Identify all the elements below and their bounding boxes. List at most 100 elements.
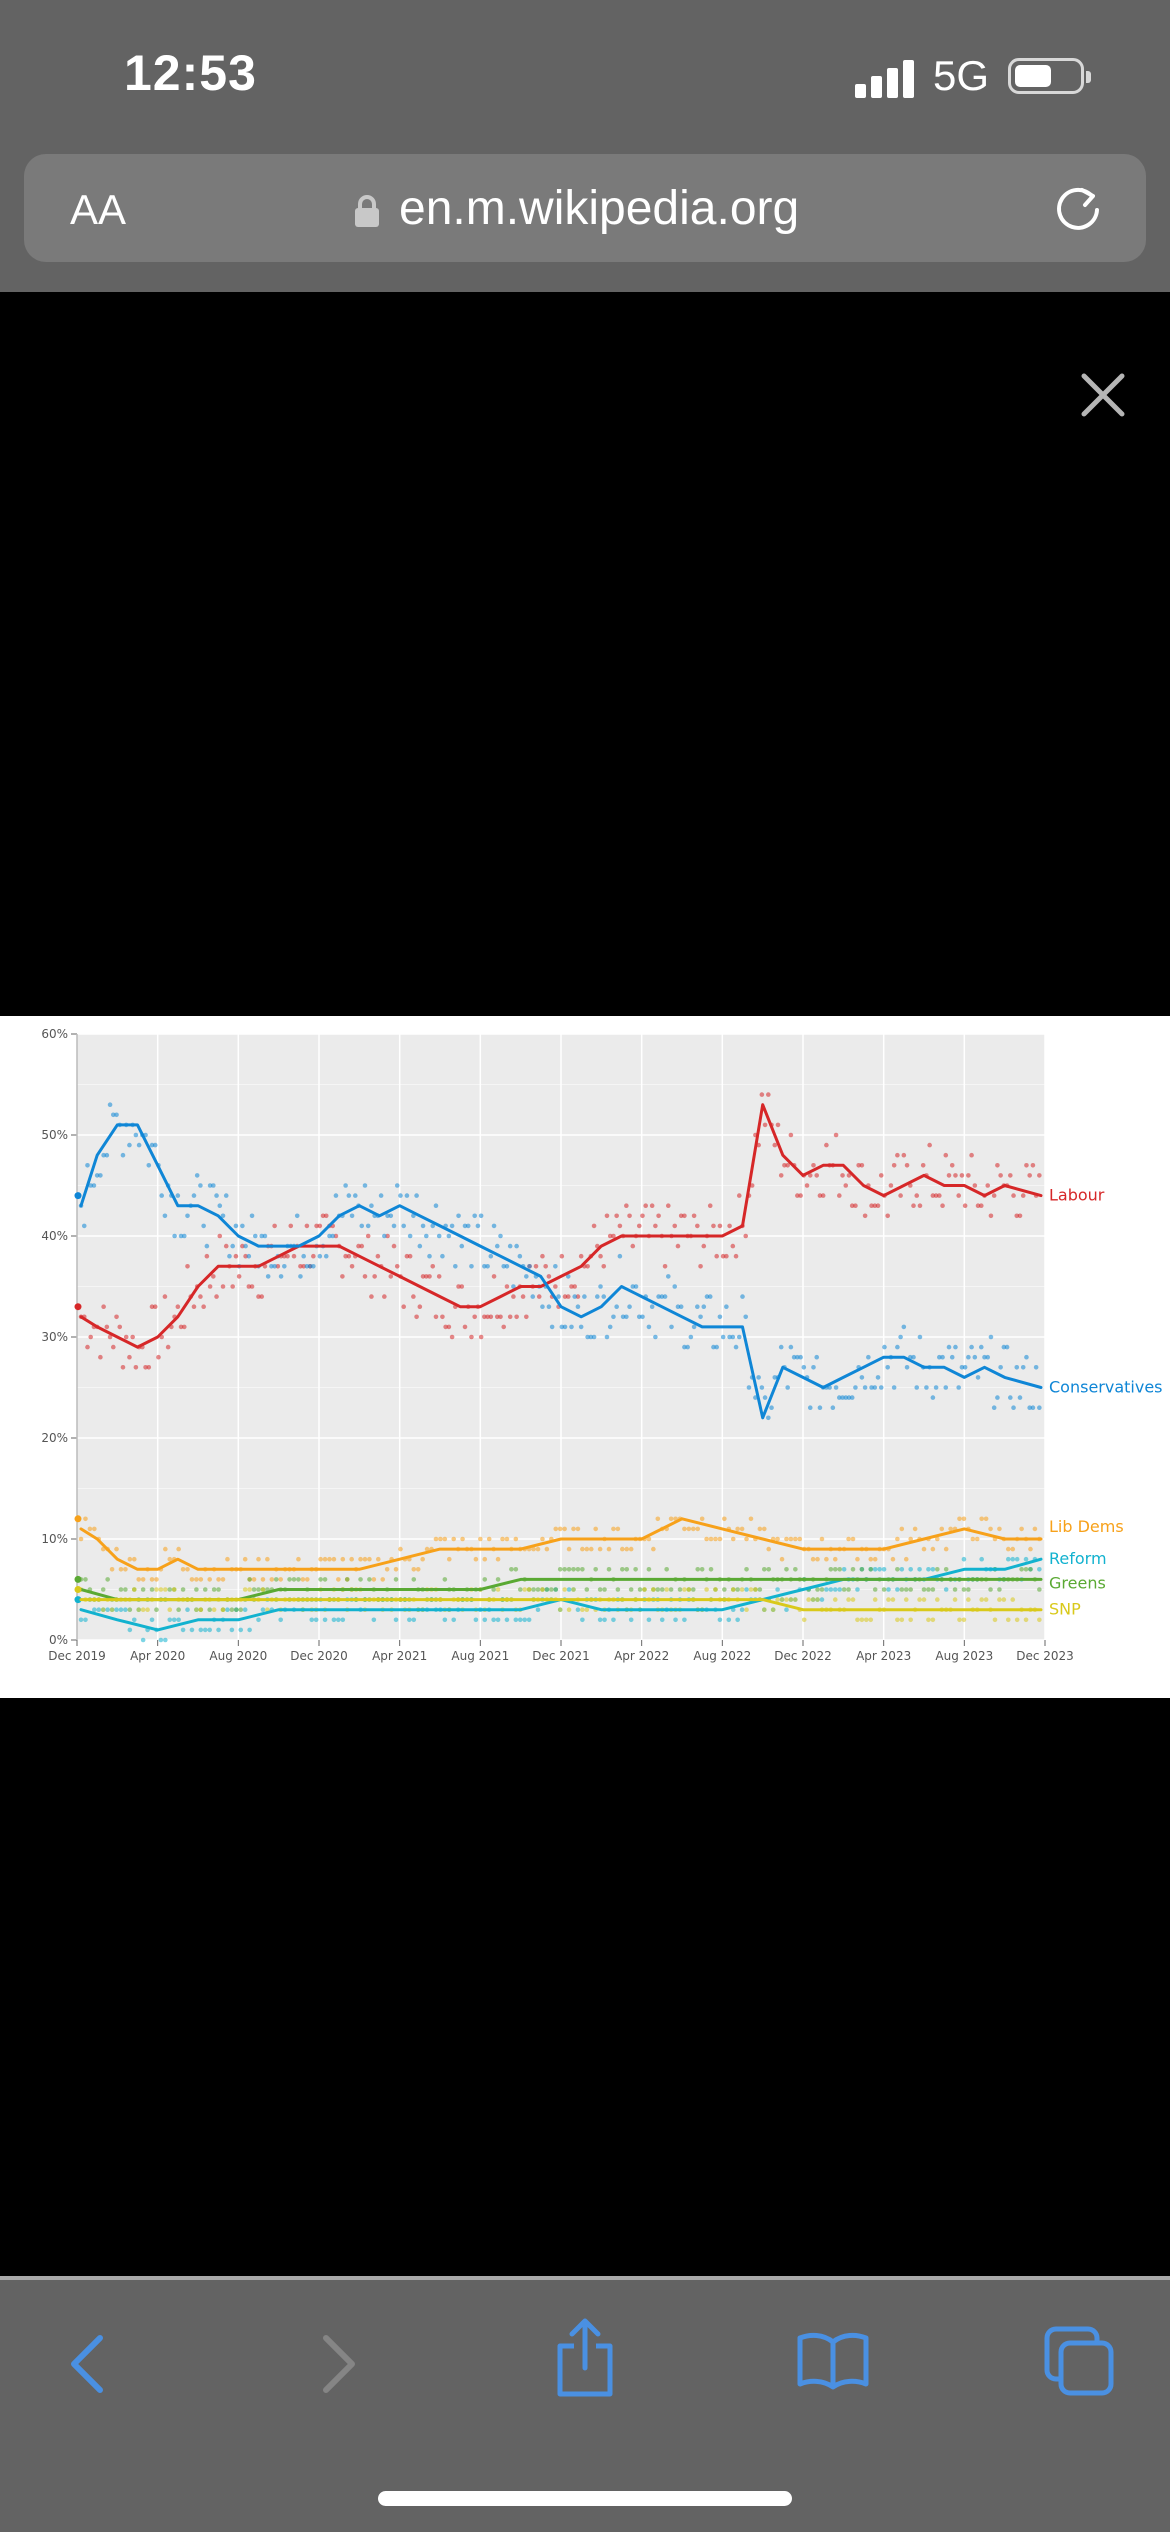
poll-point [970,1536,976,1542]
poll-point [504,1284,510,1289]
poll-point [327,1233,332,1239]
poll-point [720,1334,726,1340]
poll-point [595,1294,600,1299]
poll-point [962,1203,968,1208]
poll-point [287,1577,292,1582]
poll-point [131,1556,137,1562]
tabs-icon[interactable] [1044,2326,1114,2396]
x-tick-label: Aug 2023 [935,1649,993,1663]
poll-point [668,1516,674,1522]
poll-point [607,1324,613,1330]
poll-point [535,1607,541,1612]
poll-point [344,1577,350,1582]
poll-point [740,1294,745,1299]
poll-point [726,1617,732,1623]
poll-point [143,1365,148,1370]
poll-point [846,1587,851,1592]
x-tick-label: Apr 2023 [856,1649,911,1663]
poll-point [668,1587,674,1592]
poll-point [810,1556,816,1562]
poll-point [388,1274,394,1279]
poll-point [443,1324,448,1330]
forward-chevron-icon[interactable] [318,2332,362,2396]
poll-point [180,1627,186,1633]
address-bar[interactable]: AA en.m.wikipedia.org [24,154,1146,262]
poll-point [167,1587,173,1592]
poll-point [240,1223,245,1229]
poll-point [154,1587,159,1592]
poll-point [846,1395,852,1400]
poll-point [959,1365,965,1370]
poll-point [995,1395,1000,1400]
poll-point [815,1597,820,1602]
poll-point [553,1587,559,1592]
poll-point [961,1516,967,1522]
poll-point [881,1567,887,1572]
poll-point [640,1213,645,1219]
reload-icon[interactable] [1050,180,1106,236]
poll-point [720,1253,726,1259]
poll-point [107,1334,113,1340]
poll-point [333,1193,339,1198]
poll-point [575,1607,581,1612]
text-size-button[interactable]: AA [70,186,127,233]
poll-point [149,1587,155,1592]
poll-point [624,1546,630,1552]
poll-point [175,1304,181,1309]
poll-point [912,1526,918,1532]
home-indicator[interactable] [378,2491,792,2506]
poll-point [908,1536,913,1542]
poll-point [181,1324,187,1330]
poll-point [782,1163,787,1168]
poll-point [449,1334,455,1340]
poll-point [762,1122,768,1128]
close-icon[interactable] [1078,370,1128,420]
poll-point [531,1587,536,1592]
url-text[interactable]: en.m.wikipedia.org [399,182,800,235]
poll-point [795,1193,800,1198]
series-label: SNP [1049,1600,1081,1619]
poll-point [572,1284,578,1289]
bookmarks-book-icon[interactable] [796,2330,870,2390]
poll-point [704,1587,709,1592]
poll-point [917,1334,923,1340]
poll-point [442,1617,448,1623]
poll-point [943,1152,949,1158]
poll-point [501,1324,507,1330]
poll-point [724,1304,729,1309]
poll-point [698,1264,703,1269]
poll-point [256,1294,261,1299]
poll-point [167,1607,173,1612]
poll-point [895,1617,900,1623]
share-icon[interactable] [552,2318,618,2398]
poll-point [784,1597,789,1602]
poll-point [442,1577,448,1582]
poll-point [868,1556,874,1562]
poll-point [514,1243,519,1249]
poll-point [225,1607,230,1612]
poll-point [178,1233,184,1239]
poll-point [630,1243,636,1249]
poll-point [411,1567,417,1572]
poll-point [500,1536,505,1542]
poll-point [540,1587,545,1592]
poll-point [628,1587,634,1592]
poll-point [140,1577,146,1582]
poll-point [343,1183,348,1188]
poll-point [98,1354,103,1360]
poll-point [597,1546,603,1552]
y-tick-label: 0% [49,1633,68,1647]
y-tick-label: 30% [41,1330,68,1344]
poll-point [828,1587,834,1592]
poll-point [927,1142,932,1148]
poll-point [850,1536,856,1542]
poll-point [120,1152,126,1158]
poll-point [430,1264,436,1269]
poll-point [795,1354,800,1360]
poll-point [744,1567,749,1572]
poll-point [640,1314,645,1320]
poll-point [901,1324,907,1330]
poll-point [735,1587,740,1592]
poll-point [711,1223,716,1229]
back-chevron-icon[interactable] [64,2332,108,2396]
